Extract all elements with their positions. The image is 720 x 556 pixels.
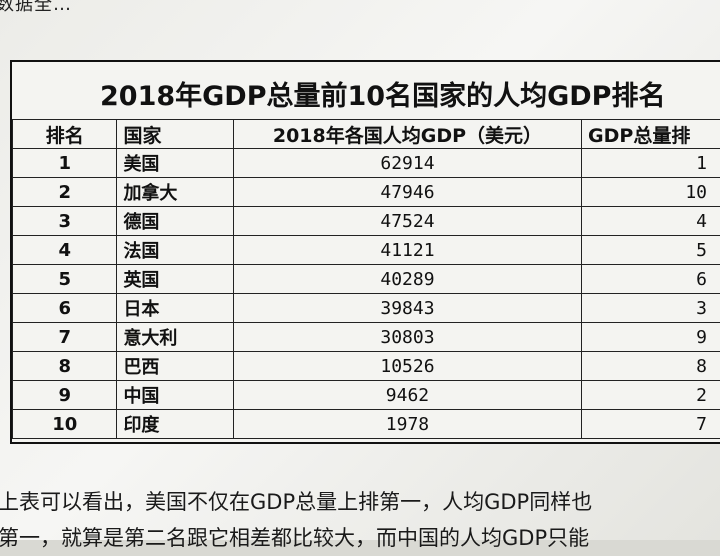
cell-gdp-per-capita: 39843 [233, 294, 581, 323]
cell-total-rank: 7 [582, 410, 720, 439]
header-country: 国家 [117, 120, 233, 149]
cell-gdp-per-capita: 40289 [233, 265, 581, 294]
cell-total-rank: 4 [582, 207, 720, 236]
cell-country: 美国 [117, 149, 233, 178]
cell-total-rank: 2 [582, 381, 720, 410]
table-header-row: 排名 国家 2018年各国人均GDP（美元） GDP总量排 [13, 120, 720, 149]
paragraph-line-1: 上表可以看出，美国不仅在GDP总量上排第一，人均GDP同样也 [0, 484, 592, 520]
cell-country: 德国 [117, 207, 233, 236]
cell-gdp-per-capita: 30803 [233, 323, 581, 352]
header-rank: 排名 [13, 120, 117, 149]
cell-total-rank: 6 [582, 265, 720, 294]
cell-rank: 7 [13, 323, 117, 352]
cell-country: 加拿大 [117, 178, 233, 207]
cell-rank: 1 [13, 149, 117, 178]
cell-rank: 3 [13, 207, 117, 236]
body-paragraph: 上表可以看出，美国不仅在GDP总量上排第一，人均GDP同样也 第一，就算是第二名… [0, 484, 592, 556]
paragraph-line-2: 第一，就算是第二名跟它相差都比较大，而中国的人均GDP只能 [0, 520, 592, 556]
cell-country: 中国 [117, 381, 233, 410]
cell-country: 意大利 [117, 323, 233, 352]
photo-page: 数据全… 2018年GDP总量前10名国家的人均GDP排名 排名 国家 2018… [0, 0, 720, 540]
cell-total-rank: 3 [582, 294, 720, 323]
cell-gdp-per-capita: 62914 [233, 149, 581, 178]
cell-rank: 6 [13, 294, 117, 323]
gdp-table-sheet: 2018年GDP总量前10名国家的人均GDP排名 排名 国家 2018年各国人均… [10, 60, 720, 444]
cell-rank: 9 [13, 381, 117, 410]
cell-gdp-per-capita: 1978 [233, 410, 581, 439]
cell-country: 英国 [117, 265, 233, 294]
cell-country: 日本 [117, 294, 233, 323]
cell-gdp-per-capita: 47524 [233, 207, 581, 236]
cell-total-rank: 5 [582, 236, 720, 265]
cell-rank: 4 [13, 236, 117, 265]
cell-total-rank: 10 [582, 178, 720, 207]
cell-gdp-per-capita: 41121 [233, 236, 581, 265]
table-title: 2018年GDP总量前10名国家的人均GDP排名 [100, 74, 665, 113]
cell-gdp-per-capita: 47946 [233, 178, 581, 207]
cell-country: 法国 [117, 236, 233, 265]
cut-off-heading: 数据全… [0, 0, 72, 16]
cell-total-rank: 1 [582, 149, 720, 178]
cell-country: 巴西 [117, 352, 233, 381]
cell-rank: 8 [13, 352, 117, 381]
cell-gdp-per-capita: 10526 [233, 352, 581, 381]
header-gdp-per-capita: 2018年各国人均GDP（美元） [233, 120, 581, 149]
cell-rank: 10 [13, 410, 117, 439]
cell-total-rank: 8 [582, 352, 720, 381]
header-total-rank: GDP总量排 [582, 120, 720, 149]
cell-country: 印度 [117, 410, 233, 439]
cell-total-rank: 9 [582, 323, 720, 352]
cell-rank: 2 [13, 178, 117, 207]
cell-rank: 5 [13, 265, 117, 294]
cell-gdp-per-capita: 9462 [233, 381, 581, 410]
